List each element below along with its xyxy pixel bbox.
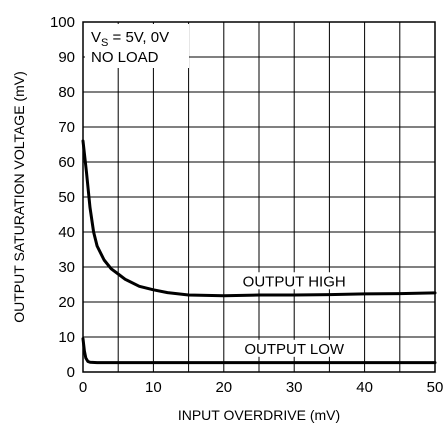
series-label-background: [235, 272, 354, 290]
x-tick-labels: 0 10 20 30 40 50: [79, 379, 444, 396]
supply-value: = 5V, 0V: [108, 29, 169, 46]
y-tick-labels: 0 10 20 30 40 50 60 70 80 90 100: [50, 14, 75, 381]
supply-condition: VS = 5V, 0V: [91, 29, 169, 49]
conditions-background: [85, 24, 189, 68]
series-lines: [81, 139, 437, 365]
conditions-box: VS = 5V, 0V NO LOAD: [85, 24, 189, 68]
x-tick-label: 20: [215, 379, 232, 396]
y-tick-label: 40: [58, 224, 75, 241]
series-line: [81, 139, 437, 298]
x-tick-label: 30: [286, 379, 303, 396]
y-tick-label: 50: [58, 189, 75, 206]
supply-symbol: V: [91, 29, 101, 46]
x-tick-label: 40: [356, 379, 373, 396]
series-label: OUTPUT HIGH: [243, 273, 346, 290]
y-tick-label: 60: [58, 154, 75, 171]
x-tick-label: 0: [79, 379, 87, 396]
y-tick-label: 100: [50, 14, 75, 31]
series-label-background: [237, 339, 352, 357]
y-tick-label: 20: [58, 294, 75, 311]
y-tick-label: 90: [58, 49, 75, 66]
y-tick-label: 0: [67, 364, 75, 381]
grid: [83, 22, 435, 372]
x-tick-label: 10: [145, 379, 162, 396]
supply-subscript: S: [101, 37, 108, 49]
series-label: OUTPUT LOW: [244, 341, 345, 358]
x-axis-label: INPUT OVERDRIVE (mV): [178, 407, 340, 423]
series-line: [81, 337, 437, 365]
plot-frame: [82, 21, 436, 373]
series-labels: OUTPUT HIGH OUTPUT LOW: [235, 272, 354, 358]
y-tick-label: 30: [58, 259, 75, 276]
y-tick-label: 70: [58, 119, 75, 136]
y-axis-label: OUTPUT SATURATION VOLTAGE (mV): [11, 71, 27, 323]
load-condition: NO LOAD: [91, 49, 159, 66]
x-tick-label: 50: [427, 379, 444, 396]
y-tick-label: 80: [58, 84, 75, 101]
y-tick-label: 10: [58, 329, 75, 346]
